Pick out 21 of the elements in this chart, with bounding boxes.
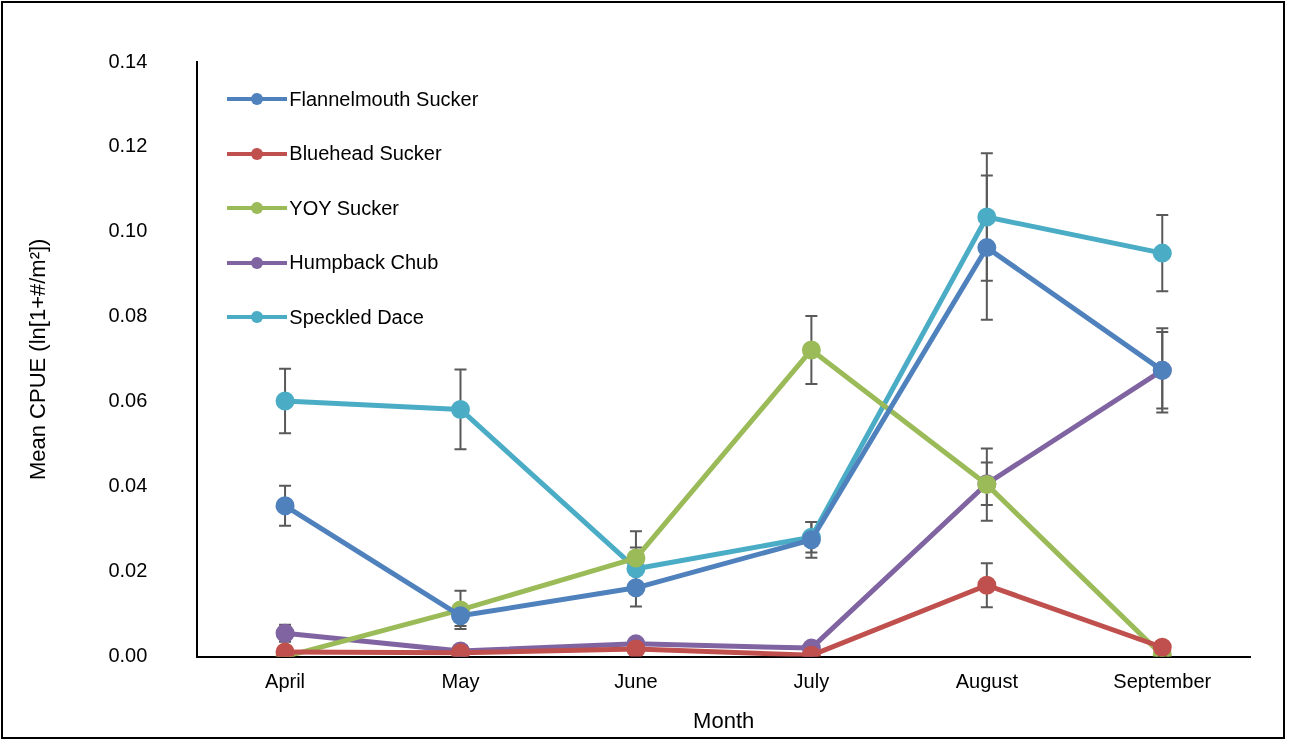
y-tick-label: 0.10 [108, 219, 148, 242]
legend-label: Flannelmouth Sucker [289, 87, 479, 111]
y-tick-label: 0.02 [108, 559, 148, 582]
x-tick-label: August [955, 670, 1019, 693]
x-tick-label: April [265, 670, 306, 693]
legend-label: Speckled Dace [289, 305, 424, 329]
x-axis-title: Month [693, 707, 755, 733]
y-tick-label: 0.04 [108, 474, 148, 497]
legend-label: YOY Sucker [289, 196, 399, 220]
y-tick-label: 0.12 [108, 134, 148, 157]
y-tick-label: 0.00 [108, 644, 148, 667]
x-tick-label: June [614, 670, 658, 693]
y-tick-label: 0.14 [108, 49, 148, 72]
x-tick-label: May [441, 670, 480, 693]
legend-label: Bluehead Sucker [289, 142, 442, 166]
legend-label: Humpback Chub [289, 251, 439, 275]
y-tick-label: 0.06 [108, 389, 148, 412]
y-tick-label: 0.08 [108, 304, 148, 327]
x-tick-label: September [1113, 670, 1212, 693]
x-tick-label: July [793, 670, 830, 693]
y-axis-title: Mean CPUE (ln[1+#/m²]) [25, 238, 51, 481]
